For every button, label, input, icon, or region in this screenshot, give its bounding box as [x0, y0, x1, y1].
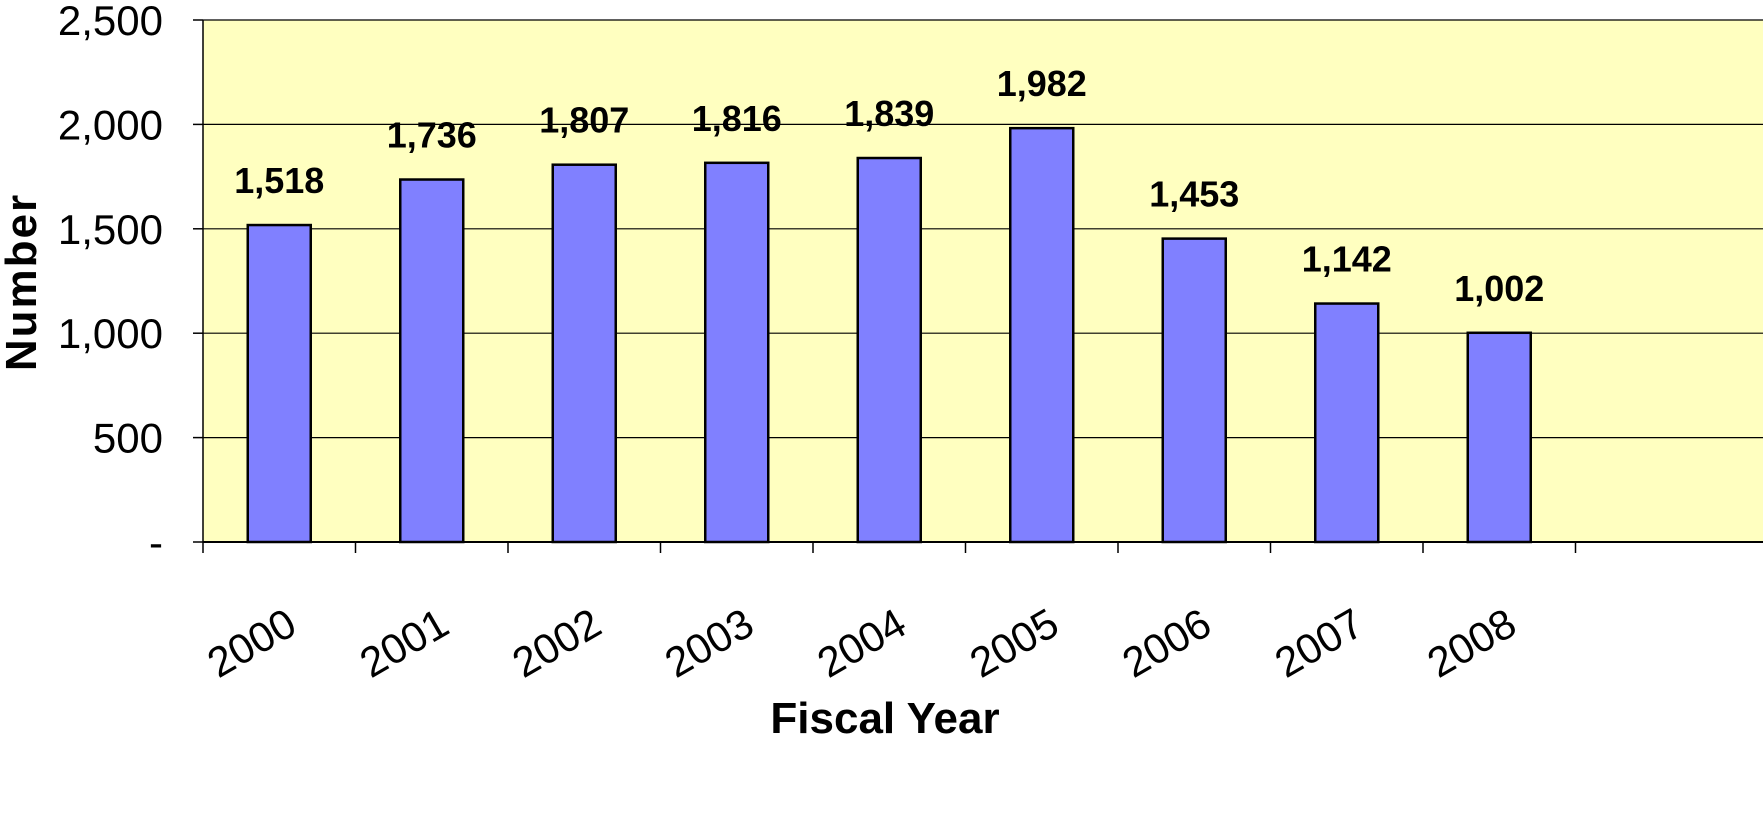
x-tick-label-2006: 2006: [1114, 599, 1218, 686]
data-label-2003: 1,816: [692, 98, 782, 139]
x-tick-label-2004: 2004: [809, 599, 913, 686]
bar-2007: [1314, 302, 1380, 544]
y-tick-label: 2,500: [58, 0, 163, 44]
x-tick-label-2001: 2001: [352, 599, 456, 686]
x-axis: 2000 2001 2002 2003 2004 2005 2006 2007 2008: [199, 541, 1763, 687]
data-label-2005: 1,982: [997, 63, 1087, 104]
bar-2001: [399, 178, 465, 544]
data-label-2004: 1,839: [844, 93, 934, 134]
y-tick-label: -: [149, 519, 163, 566]
x-tick-label-2003: 2003: [657, 599, 761, 686]
bar-2006: [1161, 237, 1227, 544]
y-tick-label: 2,000: [58, 101, 163, 148]
bar-2003: [704, 161, 770, 544]
data-label-2008: 1,002: [1454, 268, 1544, 309]
bar-2005: [1009, 126, 1075, 544]
bar-2008: [1466, 331, 1532, 544]
bars: [246, 126, 1532, 544]
x-axis-title: Fiscal Year: [770, 694, 999, 743]
data-label-2000: 1,518: [234, 160, 324, 201]
bar-2002: [551, 163, 617, 544]
data-labels: 1,518 1,736 1,807 1,816 1,839 1,982 1,453 1,142…: [234, 63, 1544, 309]
x-tick-label-2002: 2002: [504, 599, 608, 686]
y-axis: - 500 1,000 1,500 2,000 2,500: [58, 0, 204, 566]
x-tick-label-2008: 2008: [1419, 599, 1523, 686]
data-label-2002: 1,807: [539, 100, 629, 141]
y-axis-title: Number: [0, 193, 46, 371]
bar-2000: [246, 223, 312, 544]
x-tick-label-2000: 2000: [199, 599, 303, 686]
bar-2004: [856, 156, 922, 544]
x-tick-label-2007: 2007: [1267, 599, 1371, 686]
x-tick-label-2005: 2005: [962, 599, 1066, 686]
y-tick-label: 1,000: [58, 310, 163, 357]
y-tick-label: 1,500: [58, 206, 163, 253]
data-label-2006: 1,453: [1149, 174, 1239, 215]
data-label-2001: 1,736: [387, 115, 477, 156]
data-label-2007: 1,142: [1302, 239, 1392, 280]
y-tick-label: 500: [93, 415, 163, 462]
